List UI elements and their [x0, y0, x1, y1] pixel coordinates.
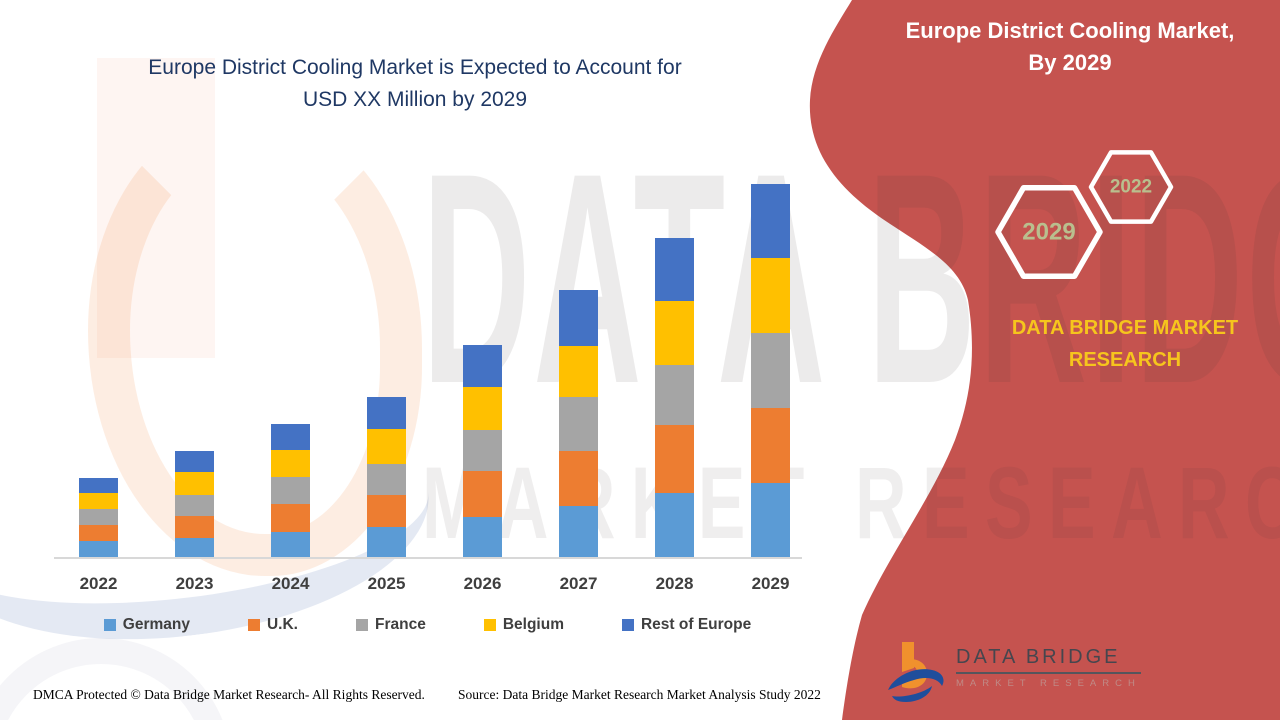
bar-segment-germany-2022 [79, 541, 118, 558]
bar-segment-belgium-2024 [271, 450, 310, 477]
x-axis-label-2025: 2025 [367, 574, 406, 593]
brand-wordmark: DATA BRIDGE MARKET RESEARCH [950, 312, 1280, 376]
chart-legend: Germany U.K. France Belgium Rest of Europe [0, 616, 855, 634]
dmca-footer-text: DMCA Protected © Data Bridge Market Rese… [33, 687, 425, 702]
bar-segment-rest-of-europe-2026 [463, 345, 502, 387]
bar-segment-rest-of-europe-2024 [271, 424, 310, 450]
year-hexagons: 2029 2022 [995, 150, 1174, 279]
bar-2022 [79, 478, 118, 558]
bar-segment-belgium-2022 [79, 493, 118, 509]
bar-segment-france-2023 [175, 495, 214, 516]
x-axis-label-2028: 2028 [655, 574, 694, 593]
bar-segment-u-k-2022 [79, 525, 118, 541]
x-axis-line [54, 557, 802, 559]
bar-segment-rest-of-europe-2023 [175, 451, 214, 472]
bar-segment-u-k-2026 [463, 471, 502, 517]
legend-swatch-belgium [483, 619, 496, 631]
chart-title-line2: USD XX Million by 2029 [302, 88, 528, 111]
bar-segment-belgium-2026 [463, 387, 502, 430]
bar-segment-germany-2026 [463, 517, 502, 558]
bar-2025 [367, 397, 406, 558]
bar-2024 [271, 424, 310, 558]
bar-2027 [559, 290, 598, 558]
bar-segment-u-k-2024 [271, 504, 310, 532]
databridge-logo-subtitle: MARKET RESEARCH [956, 678, 1141, 689]
chart-title: Europe District Cooling Market is Expect… [20, 52, 810, 116]
bar-segment-belgium-2028 [655, 301, 694, 365]
x-axis-label-2024: 2024 [271, 574, 310, 593]
hexagon-2029-label: 2029 [1022, 219, 1075, 246]
right-panel-title-line2: By 2029 [1028, 50, 1112, 75]
bar-segment-u-k-2028 [655, 425, 694, 493]
bar-2023 [175, 451, 214, 558]
legend-label-france: France [374, 616, 426, 633]
right-panel-title-line1: Europe District Cooling Market, [905, 18, 1235, 43]
chart-title-line1: Europe District Cooling Market is Expect… [148, 56, 682, 79]
bar-segment-france-2022 [79, 509, 118, 525]
bar-2028 [655, 238, 694, 558]
brand-wordmark-line1: DATA BRIDGE MARKET [1011, 317, 1239, 339]
legend-item-u-k: U.K. [247, 616, 298, 634]
legend-swatch-rest-of-europe [621, 619, 634, 631]
legend-item-belgium: Belgium [483, 616, 564, 634]
legend-item-rest-of-europe: Rest of Europe [621, 616, 752, 634]
bar-segment-france-2025 [367, 464, 406, 495]
bar-segment-france-2028 [655, 365, 694, 425]
legend-swatch-germany [103, 619, 116, 631]
x-axis-label-2023: 2023 [175, 574, 214, 593]
legend-item-france: France [355, 616, 426, 634]
bar-segment-belgium-2023 [175, 472, 214, 495]
legend-swatch-u-k [247, 619, 260, 631]
bar-chart-plot-area [0, 170, 855, 558]
brand-wordmark-line2: RESEARCH [1068, 349, 1182, 371]
hexagon-2029-icon [995, 185, 1103, 279]
bar-2029 [751, 184, 790, 558]
hexagon-2022-label: 2022 [1110, 177, 1152, 198]
legend-label-germany: Germany [122, 616, 190, 633]
bar-segment-rest-of-europe-2027 [559, 290, 598, 346]
bar-segment-rest-of-europe-2028 [655, 238, 694, 301]
bar-segment-germany-2029 [751, 483, 790, 558]
bar-segment-u-k-2023 [175, 516, 214, 538]
x-axis-label-2029: 2029 [751, 574, 790, 593]
hexagon-2022-icon [1088, 150, 1174, 224]
source-footer-text: Source: Data Bridge Market Research Mark… [458, 687, 821, 702]
bar-segment-u-k-2025 [367, 495, 406, 527]
x-axis-label-2022: 2022 [79, 574, 118, 593]
bar-segment-rest-of-europe-2029 [751, 184, 790, 258]
bar-segment-belgium-2025 [367, 429, 406, 464]
legend-label-belgium: Belgium [502, 616, 564, 633]
bar-segment-rest-of-europe-2025 [367, 397, 406, 429]
legend-item-germany: Germany [103, 616, 190, 634]
bar-segment-germany-2027 [559, 506, 598, 558]
bar-segment-rest-of-europe-2022 [79, 478, 118, 493]
bar-segment-germany-2025 [367, 527, 406, 558]
databridge-logo: DATA BRIDGE MARKET RESEARCH [882, 638, 1141, 706]
x-axis-label-2026: 2026 [463, 574, 502, 593]
databridge-logo-name: DATA BRIDGE [956, 646, 1141, 674]
bar-2026 [463, 345, 502, 558]
right-panel-title: Europe District Cooling Market, By 2029 [880, 15, 1260, 79]
bar-segment-belgium-2027 [559, 346, 598, 397]
bar-segment-germany-2024 [271, 532, 310, 558]
bar-segment-france-2024 [271, 477, 310, 504]
bar-segment-u-k-2027 [559, 451, 598, 506]
bar-segment-germany-2028 [655, 493, 694, 558]
x-axis-label-2027: 2027 [559, 574, 598, 593]
bar-segment-germany-2023 [175, 538, 214, 558]
bar-segment-belgium-2029 [751, 258, 790, 333]
databridge-logo-icon [888, 642, 944, 702]
bar-segment-france-2026 [463, 430, 502, 471]
bar-segment-france-2029 [751, 333, 790, 408]
legend-swatch-france [355, 619, 368, 631]
bar-segment-france-2027 [559, 397, 598, 451]
legend-label-rest-of-europe: Rest of Europe [640, 616, 752, 633]
legend-label-u-k: U.K. [266, 616, 298, 633]
bar-segment-u-k-2029 [751, 408, 790, 483]
